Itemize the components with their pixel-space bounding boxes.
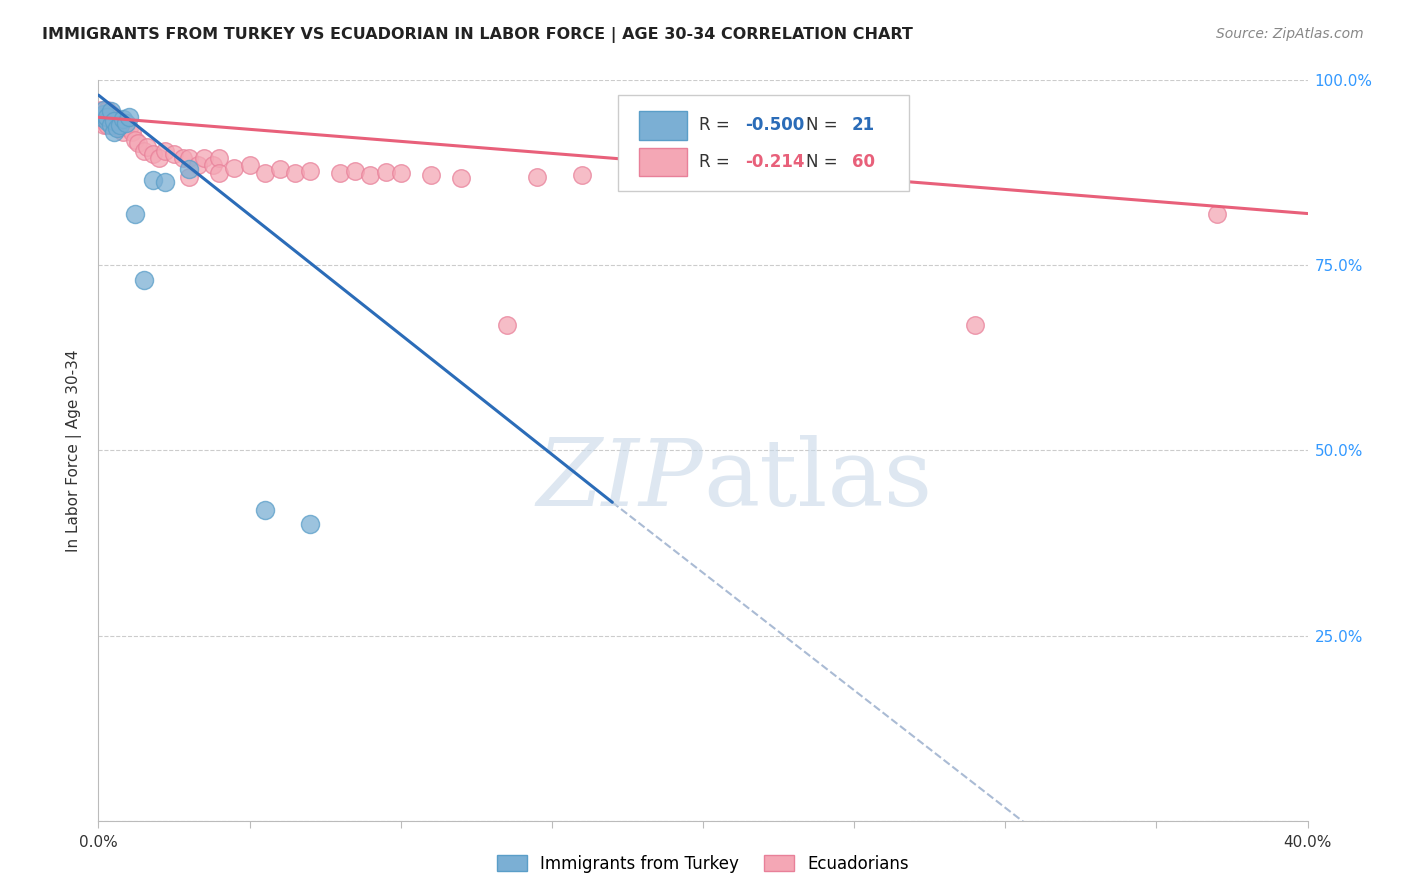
- Point: [108, 118, 131, 132]
- Point: [965, 318, 987, 332]
- Point: [100, 118, 122, 132]
- Point: [103, 111, 125, 125]
- Point: [253, 166, 276, 180]
- Point: [526, 169, 548, 184]
- Point: [93, 103, 115, 117]
- Point: [208, 151, 231, 165]
- Text: Source: ZipAtlas.com: Source: ZipAtlas.com: [1216, 27, 1364, 41]
- Point: [420, 168, 443, 182]
- Text: ZIP: ZIP: [536, 435, 703, 525]
- Text: -0.214: -0.214: [745, 153, 804, 170]
- Point: [179, 169, 201, 184]
- Point: [114, 119, 136, 133]
- Point: [132, 144, 155, 158]
- Point: [103, 114, 125, 128]
- Point: [153, 176, 176, 190]
- Point: [100, 104, 122, 119]
- Point: [96, 103, 118, 117]
- Point: [105, 112, 128, 126]
- Point: [103, 118, 125, 132]
- Point: [450, 171, 472, 186]
- Text: R =: R =: [699, 117, 735, 135]
- Point: [93, 106, 115, 120]
- Text: R =: R =: [699, 153, 735, 170]
- Point: [105, 119, 128, 133]
- Point: [96, 114, 118, 128]
- Point: [135, 140, 157, 154]
- Point: [124, 132, 146, 146]
- Point: [90, 111, 112, 125]
- Point: [121, 125, 143, 139]
- Point: [616, 163, 638, 178]
- Point: [132, 273, 155, 287]
- Point: [193, 151, 215, 165]
- Point: [389, 166, 412, 180]
- Text: -0.500: -0.500: [745, 117, 804, 135]
- Point: [96, 118, 118, 132]
- Text: 60: 60: [852, 153, 875, 170]
- Point: [108, 114, 131, 128]
- FancyBboxPatch shape: [638, 112, 688, 139]
- Point: [179, 162, 201, 177]
- Point: [111, 112, 134, 126]
- Point: [360, 168, 382, 182]
- Point: [142, 173, 165, 187]
- Point: [153, 144, 176, 158]
- Point: [118, 111, 141, 125]
- Point: [202, 158, 225, 172]
- Point: [179, 151, 201, 165]
- Point: [111, 118, 134, 132]
- Text: IMMIGRANTS FROM TURKEY VS ECUADORIAN IN LABOR FORCE | AGE 30-34 CORRELATION CHAR: IMMIGRANTS FROM TURKEY VS ECUADORIAN IN …: [42, 27, 912, 43]
- Point: [737, 169, 759, 184]
- Point: [239, 158, 262, 172]
- Point: [96, 111, 118, 125]
- FancyBboxPatch shape: [619, 95, 908, 191]
- Text: N =: N =: [806, 153, 842, 170]
- Point: [844, 166, 866, 180]
- Point: [224, 161, 246, 175]
- Point: [96, 111, 118, 125]
- Point: [172, 151, 194, 165]
- Point: [571, 168, 593, 182]
- Point: [108, 121, 131, 136]
- Point: [118, 121, 141, 136]
- Point: [124, 206, 146, 220]
- Point: [344, 163, 367, 178]
- Point: [299, 163, 322, 178]
- Point: [93, 106, 115, 120]
- Point: [187, 158, 209, 172]
- Point: [90, 111, 112, 125]
- Point: [93, 114, 115, 128]
- Point: [148, 151, 170, 165]
- Y-axis label: In Labor Force | Age 30-34: In Labor Force | Age 30-34: [66, 349, 83, 552]
- Text: 21: 21: [852, 117, 875, 135]
- Text: N =: N =: [806, 117, 842, 135]
- Point: [374, 165, 396, 179]
- Point: [103, 114, 125, 128]
- Point: [105, 121, 128, 136]
- Point: [284, 166, 307, 180]
- Point: [676, 166, 699, 180]
- Point: [93, 118, 115, 132]
- Point: [269, 162, 291, 177]
- Text: atlas: atlas: [703, 435, 932, 525]
- Point: [329, 166, 352, 180]
- Point: [1206, 206, 1229, 220]
- Point: [100, 112, 122, 126]
- Point: [495, 318, 517, 332]
- FancyBboxPatch shape: [638, 148, 688, 176]
- Point: [208, 166, 231, 180]
- Point: [100, 106, 122, 120]
- Point: [163, 147, 186, 161]
- Point: [142, 147, 165, 161]
- Point: [299, 517, 322, 532]
- Legend: Immigrants from Turkey, Ecuadorians: Immigrants from Turkey, Ecuadorians: [491, 848, 915, 880]
- Point: [111, 125, 134, 139]
- Point: [127, 136, 149, 151]
- Point: [114, 116, 136, 130]
- Point: [103, 125, 125, 139]
- Point: [253, 502, 276, 516]
- Point: [90, 103, 112, 117]
